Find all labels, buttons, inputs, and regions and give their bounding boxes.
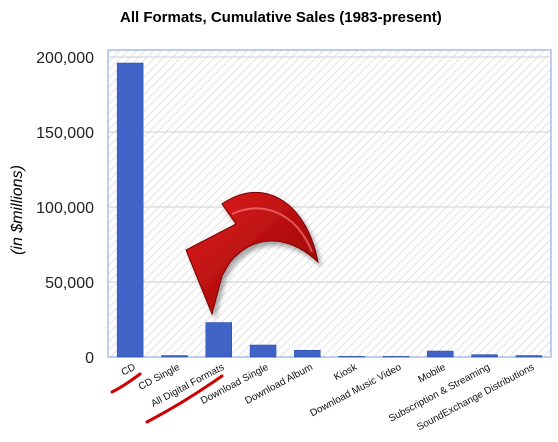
red-curved-arrow-annotation (185, 192, 319, 316)
x-tick-label: Mobile (416, 362, 448, 386)
bar (382, 356, 410, 358)
red-arrow-highlight (231, 207, 313, 253)
y-tick-label: 50,000 (45, 275, 94, 292)
bar (249, 344, 277, 358)
y-tick-label: 200,000 (36, 50, 94, 67)
y-axis-label: (in $millions) (9, 165, 26, 255)
bar (471, 354, 498, 358)
bar (161, 355, 188, 358)
y-tick-label: 150,000 (36, 125, 94, 142)
red-curved-arrow (185, 192, 319, 316)
x-tick-label: Kiosk (332, 361, 360, 383)
x-tick-label: All Digital Formats (149, 362, 226, 410)
cd-underline-annotation (110, 372, 142, 394)
bars (116, 62, 543, 358)
y-tick-label: 100,000 (36, 200, 94, 217)
bar (427, 350, 454, 358)
bar (116, 62, 144, 358)
bar (205, 322, 232, 358)
y-axis-ticks: 0 50,000 100,000 150,000 200,000 (36, 50, 94, 367)
digital-underline-annotation (145, 374, 224, 424)
chart-title: All Formats, Cumulative Sales (1983-pres… (120, 9, 442, 26)
bar (338, 356, 365, 358)
grid-lines (108, 56, 551, 283)
bar (515, 355, 543, 358)
y-tick-label: 0 (85, 350, 94, 367)
plot-area (107, 49, 552, 358)
bar (294, 350, 321, 358)
